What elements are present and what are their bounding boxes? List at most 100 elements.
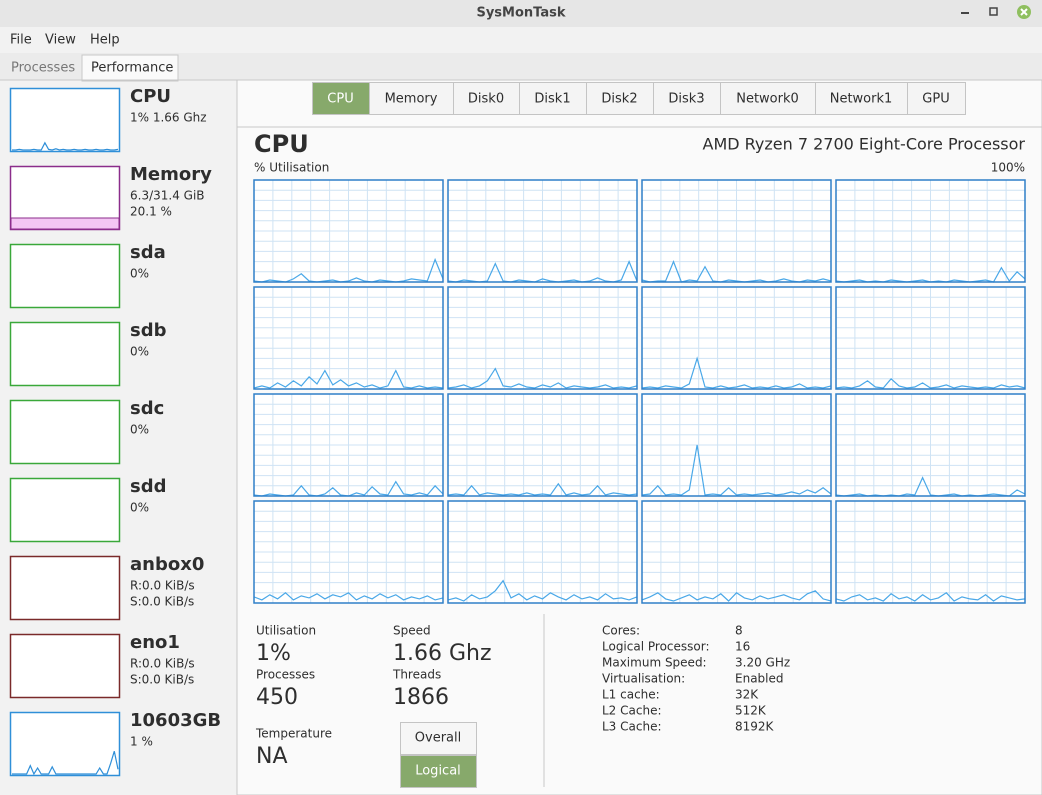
sidebar: CPU 1% 1.66 Ghz Memory 6.3/31.4 GiB 20.1 % sd… [9,86,221,777]
device-tab[interactable] [369,82,454,115]
core-graph-border [447,286,638,390]
device-tab-label: Network0 [736,92,799,107]
maximize-button[interactable] [989,7,998,16]
info-label: L1 cache: [602,688,660,702]
view-button-label: Logical [415,764,461,779]
device-name: sda [130,242,166,263]
usage-line [253,369,444,389]
device-tab[interactable] [519,82,587,115]
core-graph-border [447,393,638,497]
device-tab[interactable] [720,82,816,115]
view-button[interactable] [400,755,477,788]
core-graph-border [835,286,1026,390]
device-tab[interactable] [653,82,721,115]
usage-line [835,377,1026,389]
core-graph-border [447,179,638,283]
usage-line [641,356,832,389]
info-label: Maximum Speed: [602,656,707,670]
core-graph-border [641,179,832,283]
usage-line [447,367,638,389]
device-tab-label: Memory [385,92,438,107]
menu-item[interactable]: Help [90,33,120,48]
device-detail: 1% 1.66 Ghz [130,111,207,125]
axis-label: % Utilisation [254,161,329,175]
info-value: Enabled [735,672,784,686]
info-label: L2 Cache: [602,704,662,718]
info-value: 8192K [735,720,775,734]
usage-line [447,579,638,602]
device-detail: 0% [130,267,149,281]
stat-value: 450 [256,685,298,710]
panel-heading: CPU [254,130,309,158]
device-name: sdc [130,398,164,419]
stat-label: Speed [393,624,431,638]
info-value: 32K [735,688,759,702]
core-graph-border [253,393,444,497]
device-thumb[interactable] [9,555,121,621]
device-tab[interactable] [815,82,908,115]
device-thumb[interactable] [9,243,121,309]
device-tab-label: CPU [327,92,353,107]
tab[interactable]: Processes [11,61,75,76]
menu-item[interactable]: View [45,33,76,48]
device-name: sdd [130,476,166,497]
info-value: 16 [735,640,750,654]
core-graph-border [253,286,444,390]
device-name: 10603GB [130,710,221,731]
device-tab[interactable] [907,82,966,115]
device-detail: S:0.0 KiB/s [130,673,194,687]
usage-line [641,590,832,602]
active-tab-bg [81,54,179,82]
device-tab-label: Disk3 [668,92,704,107]
device-detail: S:0.0 KiB/s [130,595,194,609]
device-detail: 0% [130,501,149,515]
usage-line [447,482,638,496]
device-name: sdb [130,320,167,341]
stat-value: 1% [256,641,291,666]
stat-label: Utilisation [256,624,316,638]
info-value: 3.20 GHz [735,656,790,670]
core-graph-border [641,286,832,390]
device-detail: R:0.0 KiB/s [130,579,195,593]
device-detail: 0% [130,423,149,437]
device-thumb[interactable] [9,399,121,465]
device-tab[interactable] [586,82,654,115]
core-graph-border [641,500,832,604]
device-tab-label: Disk1 [534,92,570,107]
menu-bar [0,27,1042,53]
tab[interactable]: Performance [91,61,173,76]
info-label: L3 Cache: [602,720,662,734]
stat-label: Threads [392,668,441,682]
usage-line [835,592,1026,602]
device-tab-label: Disk2 [601,92,637,107]
device-detail: R:0.0 KiB/s [130,657,195,671]
device-name: CPU [130,86,171,107]
usage-line [12,751,119,776]
window-title: SysMonTask [476,6,565,21]
device-tab-label: Network1 [830,92,893,107]
info-label: Virtualisation: [602,672,685,686]
core-graph-border [253,500,444,604]
device-thumb[interactable] [9,477,121,543]
device-tab[interactable] [312,82,370,115]
device-tab-label: Disk0 [468,92,504,107]
device-thumb[interactable] [9,633,121,699]
close-icon [1020,8,1028,16]
device-thumb[interactable] [9,87,121,153]
stat-label: Temperature [255,727,332,741]
memory-fill [10,217,120,230]
view-button[interactable] [400,722,477,755]
stat-value: 1866 [393,685,449,710]
core-graph-border [835,179,1026,283]
device-name: Memory [130,164,212,185]
device-thumb[interactable] [9,321,121,387]
device-name: eno1 [130,632,180,653]
device-thumb[interactable] [9,711,121,777]
core-graph-border [253,179,444,283]
stat-label: Processes [256,668,315,682]
device-name: anbox0 [130,554,204,575]
view-button-label: Overall [415,731,461,746]
menu-item[interactable]: File [10,33,32,48]
processor-name: AMD Ryzen 7 2700 Eight-Core Processor [703,135,1026,154]
